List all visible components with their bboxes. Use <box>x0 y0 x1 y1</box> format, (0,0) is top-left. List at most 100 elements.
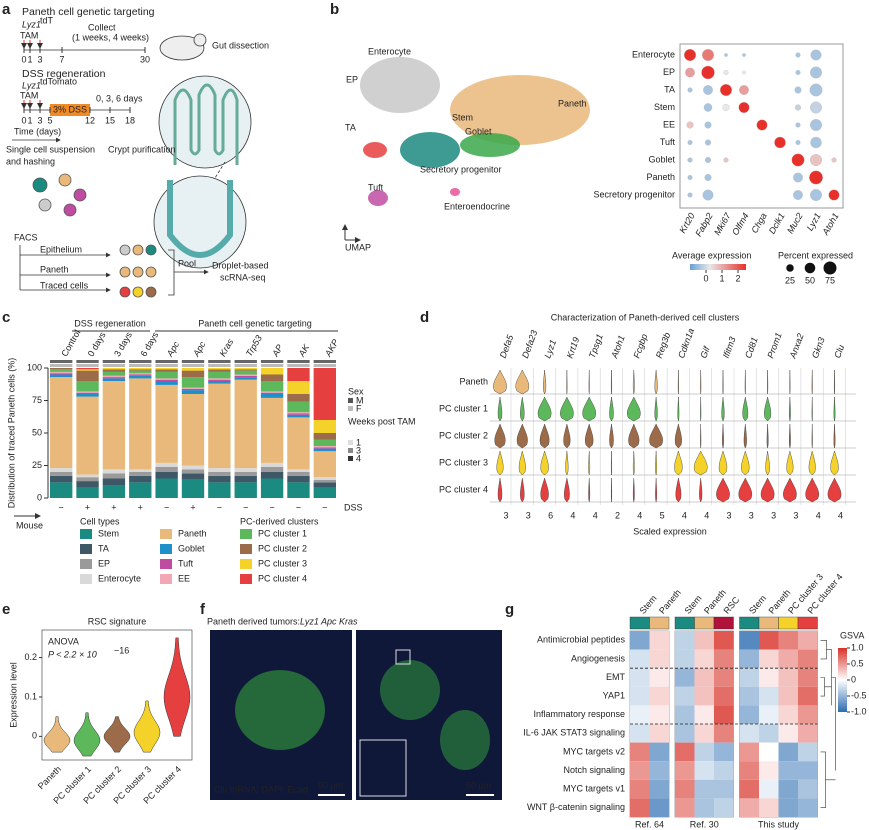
column-color <box>629 616 650 630</box>
tick-label: 0 <box>703 273 708 283</box>
gene-label: Krt19 <box>565 336 582 360</box>
bar-segment <box>129 482 152 498</box>
group-label: AP <box>270 343 285 359</box>
legend-swatch <box>348 440 353 445</box>
scale-label: 3 <box>771 510 776 520</box>
heat-cell <box>649 686 669 706</box>
label: Characterization of Paneth-derived cell … <box>551 312 740 322</box>
dss-sign: − <box>243 502 248 512</box>
bar-segment <box>313 487 336 498</box>
violin <box>833 396 836 422</box>
legend-label: PC cluster 3 <box>258 558 307 568</box>
violin <box>520 477 525 503</box>
bar-segment <box>260 462 284 467</box>
legend-swatch <box>348 406 353 411</box>
bar-segment <box>234 468 257 472</box>
annotation-strip <box>129 360 152 363</box>
heat-cell <box>649 649 669 669</box>
scale-label: 4 <box>816 510 821 520</box>
label: GSVA <box>840 630 864 640</box>
label: Average expression <box>672 250 751 260</box>
heat-cell <box>759 631 779 650</box>
label: Traced cells <box>40 280 89 290</box>
annotation-strip <box>287 360 310 363</box>
heat-cell <box>694 724 714 743</box>
gene-label: Dclk1 <box>767 211 787 235</box>
bar-segment <box>234 370 257 375</box>
scale-label: 4 <box>637 510 642 520</box>
group-label: 0 days <box>86 330 108 358</box>
day-label: 0 <box>21 54 26 64</box>
bar-segment <box>234 368 257 370</box>
dot <box>702 49 714 61</box>
cluster-label: Secretory progenitor <box>420 164 502 174</box>
bar-segment <box>208 381 231 384</box>
violin <box>585 423 594 449</box>
label: 3% DSS <box>53 104 87 114</box>
violin <box>655 477 657 503</box>
violin <box>588 369 590 395</box>
dot <box>703 103 713 112</box>
heat-cell <box>759 705 779 724</box>
violin <box>700 369 702 395</box>
bar-segment <box>208 383 231 469</box>
violin <box>805 477 819 503</box>
annotation-strip <box>50 360 73 363</box>
legend-label: TA <box>98 543 109 553</box>
bar-segment <box>181 473 205 480</box>
heat-cell <box>714 779 734 799</box>
bar-segment <box>181 387 205 389</box>
bar-segment <box>313 368 336 420</box>
violin <box>520 396 525 422</box>
bar-segment <box>102 368 126 370</box>
bar-segment <box>50 368 73 370</box>
legend-swatch <box>160 529 172 539</box>
bar-segment <box>76 381 99 392</box>
dot <box>687 87 693 93</box>
colorbar <box>690 264 746 270</box>
bar-segment <box>260 478 284 498</box>
violin <box>73 712 101 757</box>
label: Clu mRNA; DAPI; Ecad <box>214 784 308 794</box>
bar-segment <box>102 485 126 498</box>
row-label: Stem <box>654 102 675 112</box>
bar-segment <box>129 374 152 376</box>
violin <box>493 369 507 395</box>
heat-cell <box>798 798 818 817</box>
label: scRNA-seq <box>220 272 266 282</box>
bar-segment <box>181 469 205 474</box>
bar-segment <box>313 451 336 478</box>
row-label: IL-6 JAK STAT3 signaling <box>523 728 625 738</box>
scale-label: 4 <box>704 510 709 520</box>
label: TAM <box>20 90 38 100</box>
bar-segment <box>155 369 178 372</box>
dot <box>704 156 712 164</box>
legend-label: PC cluster 4 <box>258 573 307 583</box>
label: Scaled expression <box>633 526 707 536</box>
violin <box>516 423 528 449</box>
legend-label: 4 <box>356 453 361 463</box>
dot <box>724 53 728 57</box>
heat-cell <box>675 742 695 762</box>
violin <box>765 450 770 476</box>
heat-cell <box>759 649 779 669</box>
heat-cell <box>739 761 759 780</box>
bar-segment <box>313 482 336 488</box>
bar-segment <box>287 368 310 381</box>
scale-label: 4 <box>593 510 598 520</box>
heat-cell <box>714 742 734 762</box>
dot <box>701 65 715 80</box>
day-label: 3 <box>37 115 42 125</box>
violin <box>742 396 749 422</box>
label: Percent expressed <box>778 250 853 260</box>
heat-cell <box>630 631 650 650</box>
heat-cell <box>694 686 714 706</box>
bar-segment <box>313 446 336 448</box>
heat-cell <box>714 724 734 743</box>
bar-segment <box>50 371 73 374</box>
violin <box>133 700 161 753</box>
bar-segment <box>155 381 178 385</box>
bar-segment <box>181 377 205 388</box>
legend-label: Tuft <box>178 558 194 568</box>
